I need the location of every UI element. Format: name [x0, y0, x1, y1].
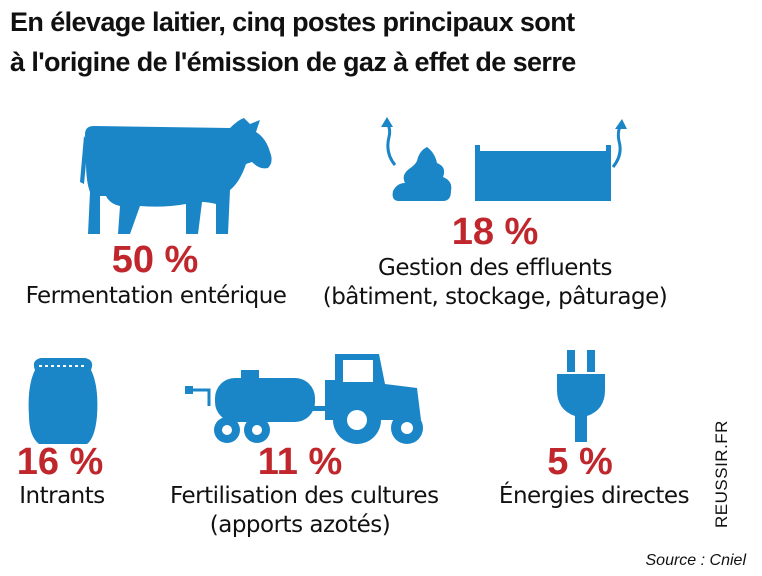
label-intrants: Intrants [19, 483, 105, 509]
title-line-1: En élevage laitier, cinq postes principa… [10, 7, 575, 37]
label-energies: Énergies directes [498, 483, 690, 509]
percent-effluents: 18 % [451, 211, 539, 253]
label-effluents: Gestion des effluents [378, 255, 612, 281]
infographic-title: En élevage laitier, cinq postes principa… [10, 2, 650, 82]
label-fertilisation: Fertilisation des cultures [170, 483, 439, 509]
percent-enteric: 50 % [111, 239, 199, 281]
manure-and-tank-icon [381, 117, 627, 201]
title-line-2: à l'origine de l'émission de gaz à effet… [10, 47, 576, 77]
percent-fertilisation: 11 % [257, 441, 343, 483]
cow-icon [80, 118, 272, 234]
sublabel-fertilisation: (apports azotés) [209, 512, 391, 538]
percent-energies: 5 % [547, 441, 613, 483]
tractor-with-tank-icon [185, 354, 423, 444]
source-note: Source : Cniel [645, 552, 747, 569]
credit-reussir: REUSSIR.FR [712, 420, 731, 528]
feed-sack-icon [28, 358, 98, 444]
percent-intrants: 16 % [16, 441, 104, 483]
electric-plug-icon [557, 350, 605, 442]
sublabel-effluents: (bâtiment, stockage, pâturage) [322, 284, 668, 310]
label-enteric: Fermentation entérique [25, 283, 287, 309]
